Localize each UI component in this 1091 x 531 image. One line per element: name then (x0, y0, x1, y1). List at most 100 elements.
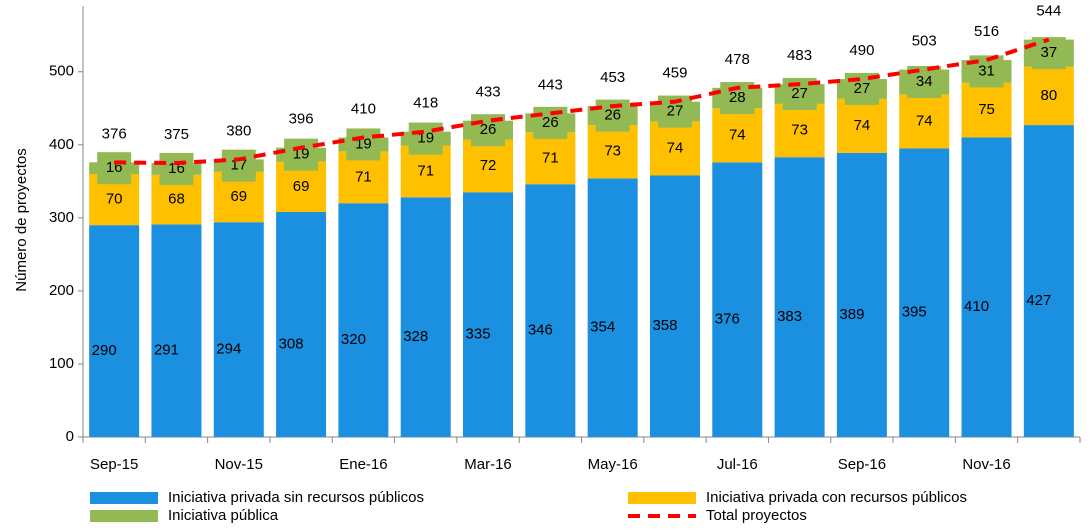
total-label: 380 (226, 122, 251, 139)
line (114, 37, 1050, 166)
bar (1023, 125, 1074, 438)
data-label: 71 (417, 162, 434, 179)
data-label: 410 (964, 298, 989, 315)
bar (649, 175, 700, 437)
data-label: 383 (777, 308, 802, 325)
y-tick-label: 500 (49, 63, 74, 80)
x-tick-label: Jul-16 (717, 456, 758, 473)
bar (712, 108, 763, 163)
bar (525, 184, 576, 437)
bar (961, 82, 1012, 138)
bar (463, 192, 514, 437)
data-label: 358 (652, 317, 677, 334)
data-label: 75 (978, 101, 995, 118)
data-label: 389 (839, 306, 864, 323)
legend-swatch (628, 492, 696, 504)
data-label: 308 (279, 335, 304, 352)
total-label: 410 (351, 100, 376, 117)
x-tick-label: Sep-16 (838, 456, 886, 473)
data-label: 74 (854, 117, 871, 134)
bar (774, 103, 825, 158)
y-tick-label: 400 (49, 136, 74, 153)
data-label: 328 (403, 328, 428, 345)
label-box (221, 149, 256, 182)
x-tick-label: May-16 (588, 456, 638, 473)
legend-label: Iniciativa privada sin recursos públicos (168, 489, 424, 506)
x-tick-label: Ene-16 (339, 456, 387, 473)
x-tick-label: Sep-15 (90, 456, 138, 473)
total-label: 418 (413, 95, 438, 112)
bar (338, 203, 389, 437)
data-label: 354 (590, 319, 615, 336)
bar (587, 178, 638, 437)
total-label: 396 (289, 111, 314, 128)
bar (525, 132, 576, 185)
x-tick-label: Nov-15 (215, 456, 263, 473)
total-label: 483 (787, 47, 812, 64)
label-box (346, 128, 381, 161)
bar (587, 125, 638, 179)
y-tick-label: 0 (66, 428, 74, 445)
label-box (159, 152, 194, 185)
data-label: 320 (341, 331, 366, 348)
y-tick-label: 100 (49, 355, 74, 372)
total-label: 453 (600, 69, 625, 86)
bar (774, 157, 825, 437)
total-label: 516 (974, 23, 999, 40)
bar (712, 162, 763, 438)
bar (276, 212, 327, 437)
x-tick-label: Mar-16 (464, 456, 512, 473)
bar (836, 152, 887, 437)
legend-label: Iniciativa pública (168, 507, 279, 524)
data-label: 427 (1026, 292, 1051, 309)
bar (463, 139, 514, 193)
data-label: 28 (729, 89, 746, 106)
data-label: 71 (542, 149, 559, 166)
total-label: 544 (1036, 3, 1061, 20)
label-box (284, 138, 319, 171)
data-label: 26 (542, 114, 559, 131)
total-label: 443 (538, 76, 563, 93)
data-label: 26 (480, 121, 497, 138)
bar (151, 224, 202, 437)
bar (836, 98, 887, 153)
data-label: 72 (480, 157, 497, 174)
total-label: 376 (102, 125, 127, 142)
data-label: 27 (667, 103, 684, 120)
data-label: 34 (916, 73, 933, 90)
label-box (1031, 37, 1066, 70)
data-label: 27 (791, 85, 808, 102)
bar (89, 225, 140, 437)
data-label: 74 (729, 126, 746, 143)
bar (899, 94, 950, 149)
data-label: 291 (154, 342, 179, 359)
data-label: 70 (106, 191, 123, 208)
bar (899, 148, 950, 437)
legend-swatch (90, 492, 158, 504)
data-label: 74 (667, 139, 684, 156)
data-label: 346 (528, 322, 553, 339)
label-box (97, 152, 132, 185)
data-label: 73 (604, 143, 621, 160)
data-label: 74 (916, 112, 933, 129)
data-label: 80 (1041, 87, 1058, 104)
data-label: 68 (168, 191, 185, 208)
data-label: 71 (355, 168, 372, 185)
bar (649, 121, 700, 176)
total-label: 433 (476, 84, 501, 101)
total-label: 478 (725, 51, 750, 68)
x-tick-label: Nov-16 (962, 456, 1010, 473)
bar (961, 137, 1012, 438)
legend-swatch (90, 510, 158, 522)
total-label: 490 (849, 42, 874, 59)
data-label: 69 (293, 178, 310, 195)
total-label: 459 (662, 65, 687, 82)
data-label: 376 (715, 311, 740, 328)
data-label: 27 (854, 80, 871, 97)
legend-label: Total proyectos (706, 507, 807, 524)
data-label: 69 (230, 188, 247, 205)
y-axis-label: Número de proyectos (13, 148, 30, 291)
data-label: 294 (216, 341, 241, 358)
legend-label: Iniciativa privada con recursos públicos (706, 489, 967, 506)
